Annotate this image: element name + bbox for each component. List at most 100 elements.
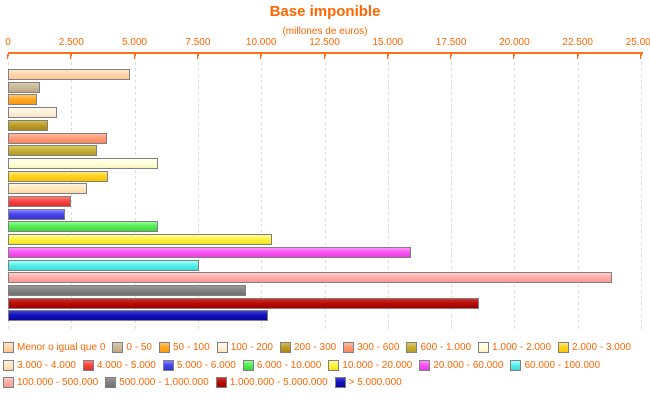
chart-title: Base imponible xyxy=(269,3,381,20)
bar xyxy=(8,221,158,233)
bar xyxy=(8,119,48,131)
legend-item: 100 - 200 xyxy=(216,342,273,354)
legend-swatch xyxy=(3,377,14,389)
legend-label: 300 - 600 xyxy=(357,342,400,354)
legend-label: Menor o igual que 0 xyxy=(17,342,106,354)
bar xyxy=(8,132,107,144)
bar xyxy=(8,94,38,106)
x-axis-tick-label: 5.000 xyxy=(122,37,148,48)
gridline xyxy=(451,56,453,332)
legend-swatch xyxy=(215,377,227,389)
legend-row: Menor o igual que 0 0 - 50 50 - 100 100 - 2… xyxy=(3,339,649,357)
legend-label: 2.000 - 3.000 xyxy=(572,342,631,354)
bar xyxy=(8,208,65,220)
legend-item: 6.000 - 10.000 xyxy=(242,359,322,371)
legend-item: 1.000.000 - 5.000.000 xyxy=(215,377,328,389)
legend-label: > 5.000.000 xyxy=(348,377,402,389)
gridline xyxy=(134,56,136,332)
x-axis-tick-label: 22.500 xyxy=(562,37,593,48)
legend-item: Menor o igual que 0 xyxy=(3,342,106,354)
legend: Menor o igual que 0 0 - 50 50 - 100 100 - 2… xyxy=(3,339,649,392)
legend-swatch xyxy=(112,342,124,354)
legend-swatch xyxy=(478,342,490,354)
legend-label: 500.000 - 1.000.000 xyxy=(119,377,209,389)
legend-swatch xyxy=(419,359,431,371)
legend-swatch xyxy=(162,359,174,371)
gridline xyxy=(387,56,389,332)
x-axis-tick-label: 7.500 xyxy=(185,37,211,48)
legend-label: 100 - 200 xyxy=(230,342,273,354)
legend-row: 100.000 - 500.000 500.000 - 1.000.000 1.00… xyxy=(3,374,649,392)
x-axis-tick-label: 0 xyxy=(5,37,11,48)
bar xyxy=(8,234,273,246)
legend-item: 5.000 - 6.000 xyxy=(162,359,236,371)
legend-swatch xyxy=(3,359,14,371)
x-axis-tick-label: 15.000 xyxy=(372,37,404,48)
gridline xyxy=(324,56,326,332)
legend-label: 5.000 - 6.000 xyxy=(176,359,236,371)
legend-swatch xyxy=(216,342,228,354)
bar xyxy=(8,310,269,322)
legend-label: 600 - 1.000 xyxy=(420,342,472,354)
legend-item: 600 - 1.000 xyxy=(406,342,472,354)
bar xyxy=(8,107,57,119)
legend-item: 500.000 - 1.000.000 xyxy=(105,377,209,389)
legend-swatch xyxy=(343,342,355,354)
legend-label: 60.000 - 100.000 xyxy=(524,359,601,371)
legend-label: 1.000.000 - 5.000.000 xyxy=(229,377,328,389)
bar xyxy=(8,272,612,284)
legend-label: 10.000 - 20.000 xyxy=(342,359,413,371)
x-axis-tick-label: 17.500 xyxy=(435,37,467,48)
legend-item: 1.000 - 2.000 xyxy=(478,342,552,354)
legend-swatch xyxy=(510,359,522,371)
legend-swatch xyxy=(3,342,14,354)
bar xyxy=(8,81,41,93)
legend-label: 4.000 - 5.000 xyxy=(96,359,156,371)
bar xyxy=(8,157,158,169)
x-axis-tick-label: 2.500 xyxy=(58,37,84,48)
legend-item: 0 - 50 xyxy=(112,342,152,354)
bar xyxy=(8,183,87,195)
x-axis-tick-label: 10.000 xyxy=(245,37,277,48)
legend-item: 300 - 600 xyxy=(343,342,400,354)
legend-row: 3.000 - 4.000 4.000 - 5.000 5.000 - 6.000 6… xyxy=(3,357,649,375)
legend-label: 50 - 100 xyxy=(172,342,210,354)
legend-item: 10.000 - 20.000 xyxy=(328,359,413,371)
legend-swatch xyxy=(558,342,570,354)
gridline xyxy=(577,56,579,332)
bar xyxy=(8,246,412,258)
legend-label: 20.000 - 60.000 xyxy=(433,359,504,371)
gridline xyxy=(514,56,516,332)
x-axis-line xyxy=(8,52,643,54)
legend-label: 3.000 - 4.000 xyxy=(17,359,76,371)
x-axis-tick-label: 12.500 xyxy=(309,37,340,48)
legend-item: 20.000 - 60.000 xyxy=(419,359,504,371)
bar xyxy=(8,284,246,296)
legend-label: 0 - 50 xyxy=(126,342,152,354)
bar xyxy=(8,259,199,271)
legend-swatch xyxy=(242,359,254,371)
bar xyxy=(8,170,108,182)
legend-item: 100.000 - 500.000 xyxy=(3,377,99,389)
legend-swatch xyxy=(279,342,291,354)
legend-item: > 5.000.000 xyxy=(334,377,402,389)
legend-item: 60.000 - 100.000 xyxy=(510,359,601,371)
legend-label: 100.000 - 500.000 xyxy=(17,377,99,389)
legend-label: 1.000 - 2.000 xyxy=(492,342,552,354)
legend-item: 2.000 - 3.000 xyxy=(558,342,631,354)
gridline xyxy=(261,56,263,332)
legend-item: 200 - 300 xyxy=(279,342,337,354)
legend-swatch xyxy=(158,342,170,354)
legend-swatch xyxy=(328,359,340,371)
legend-label: 200 - 300 xyxy=(293,342,337,354)
bar xyxy=(8,69,130,80)
x-axis-tick-label: 25.000 xyxy=(625,37,650,48)
legend-item: 50 - 100 xyxy=(158,342,210,354)
bar xyxy=(8,297,479,309)
legend-swatch xyxy=(82,359,94,371)
chart-subtitle: (millones de euros) xyxy=(282,26,368,37)
legend-swatch xyxy=(406,342,418,354)
legend-label: 6.000 - 10.000 xyxy=(256,359,322,371)
legend-item: 4.000 - 5.000 xyxy=(82,359,156,371)
legend-swatch xyxy=(334,377,346,389)
